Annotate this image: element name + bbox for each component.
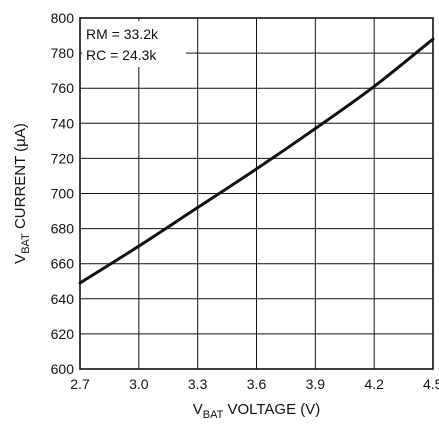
y-tick-label: 740 <box>51 115 75 131</box>
y-axis-label-rest: CURRENT (µA) <box>12 123 29 233</box>
annotation-line-2: RC = 24.3k <box>86 47 157 63</box>
y-tick-label: 760 <box>51 80 75 96</box>
x-tick-label: 3.6 <box>247 376 267 392</box>
x-tick-label: 3.3 <box>188 376 208 392</box>
plot-frame <box>79 17 434 370</box>
y-tick-label: 640 <box>51 291 75 307</box>
y-tick-label: 600 <box>51 361 75 377</box>
grid <box>80 18 433 369</box>
x-axis-label: VBAT VOLTAGE (V) <box>193 401 321 421</box>
x-tick-labels: 2.7 3.0 3.3 3.6 3.9 4.2 4.5 <box>70 376 439 392</box>
y-tick-label: 800 <box>51 10 75 26</box>
annotation-line-1: RM = 33.2k <box>86 26 159 42</box>
y-tick-label: 700 <box>51 186 75 202</box>
x-axis-label-rest: VOLTAGE (V) <box>223 401 320 418</box>
x-tick-label: 4.2 <box>364 376 384 392</box>
y-tick-label: 720 <box>51 150 75 166</box>
x-axis-label-main: V <box>193 401 203 418</box>
y-tick-label: 780 <box>51 45 75 61</box>
series-line <box>78 37 435 285</box>
y-tick-labels: 600 620 640 660 680 700 720 740 760 780 800 <box>51 10 75 377</box>
x-tick-label: 2.7 <box>70 376 90 392</box>
x-axis-label-sub: BAT <box>203 409 224 421</box>
annotation-background <box>82 21 186 67</box>
y-tick-label: 620 <box>51 326 75 342</box>
y-tick-label: 680 <box>51 221 75 237</box>
y-tick-label: 660 <box>51 256 75 272</box>
x-tick-label: 3.9 <box>306 376 326 392</box>
y-axis-label: VBAT CURRENT (µA) <box>12 123 32 264</box>
x-tick-label: 4.5 <box>423 376 439 392</box>
y-axis-label-sub: BAT <box>20 233 32 254</box>
x-tick-label: 3.0 <box>129 376 149 392</box>
y-axis-label-main: V <box>12 254 29 264</box>
